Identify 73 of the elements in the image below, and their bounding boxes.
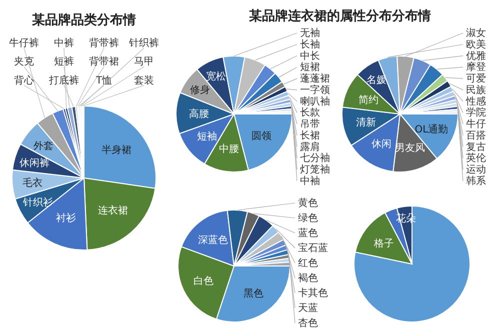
slice-label: 清新: [356, 116, 376, 128]
slice-label: 杏色: [298, 317, 318, 329]
slice-label: 摩登: [466, 61, 486, 74]
slice-label: 中长: [300, 50, 320, 62]
slice-label: 牛仔: [466, 118, 486, 130]
slice-label: 中裤: [54, 37, 74, 49]
slice-label: 短袖: [197, 130, 218, 143]
slice-label: 卡其色: [298, 287, 328, 299]
slice-label: 长裙: [300, 129, 320, 142]
slice-label: 蓝色: [298, 227, 318, 239]
slice-label: 红色: [298, 257, 318, 269]
slice-label: 喇叭袖: [300, 95, 330, 108]
slice-label: 褐色: [298, 272, 318, 284]
slice-label: 休闲: [372, 138, 392, 150]
slice-label: 复古: [466, 140, 486, 153]
slice-label: 高腰: [189, 108, 210, 120]
slice-label: 名媛: [366, 74, 386, 86]
slice-label: T恤: [94, 74, 112, 86]
slice-label: 简约: [358, 94, 378, 106]
slice-label: 外套: [34, 140, 54, 152]
slice-label: 黑色: [244, 288, 264, 300]
slice-label: 英伦: [466, 152, 486, 164]
slice-label: 格子: [373, 238, 394, 250]
slice-label: 休闲裤: [20, 157, 50, 170]
slice-label: 白色: [194, 275, 214, 288]
slice-label: 圆领: [251, 130, 272, 142]
slice-label: 衬衫: [56, 212, 76, 224]
slice-label: 中腰: [219, 142, 240, 155]
slice-label: 背带裤: [89, 37, 119, 49]
slice-label: 百搭: [466, 129, 486, 142]
slice-label: 短裙: [300, 61, 320, 74]
slice-label: 套装: [134, 74, 154, 86]
chart-title: 某品牌品类分布情: [31, 12, 136, 28]
slice-label: 深蓝色: [198, 234, 228, 246]
slice-label: 优雅: [466, 50, 486, 62]
slice-label: 露肩: [300, 140, 320, 153]
slice-label: 天蓝: [298, 302, 318, 314]
slice-label: 欧美: [466, 38, 486, 50]
slice-label: 宽松: [206, 70, 226, 83]
slice-label: 黄色: [298, 197, 318, 209]
slice-label: 背带裙: [89, 56, 119, 68]
slice-label: 中袖: [300, 175, 320, 187]
slice-label: 淑女: [466, 27, 486, 39]
slice-label: 七分袖: [300, 152, 330, 164]
slice-label: 长袖: [300, 38, 320, 50]
slice-label: 无袖: [300, 27, 320, 39]
slice-label: 吊带: [300, 118, 320, 130]
slice-label: 民族: [466, 84, 486, 96]
slice-label: 牛仔裤: [9, 37, 39, 49]
slice-label: 连衣裙: [98, 204, 128, 217]
slice-label: 灯笼袖: [300, 164, 330, 176]
slice-label: 宝石蓝: [298, 242, 328, 254]
slice-label: 半身裙: [102, 144, 132, 156]
slice-label: 男友风: [394, 142, 425, 154]
slice-label: 马甲: [134, 56, 154, 68]
slice-label: 针织裤: [128, 37, 159, 49]
chart-title: 某品牌连衣裙的属性分布分布情: [248, 8, 431, 24]
slice-label: 可爱: [466, 72, 486, 85]
slice-label: 打底裤: [48, 74, 79, 86]
slice-label: 背心: [14, 74, 34, 86]
slice-label: 长款: [300, 106, 320, 119]
slice-label: 短裤: [54, 56, 74, 68]
slice-label: 韩系: [466, 175, 486, 187]
slice-label: 运动: [466, 164, 486, 176]
slice-label: 修身: [190, 84, 210, 96]
slice-label: 性感: [465, 95, 486, 108]
slice-label: 学院: [466, 106, 486, 119]
slice-label: 夹克: [14, 56, 34, 68]
slice-label: OL通勤: [414, 123, 448, 136]
slice-label: 蓬蓬裙: [300, 72, 330, 85]
slice-label: 绿色: [298, 212, 318, 224]
slice-label: 一字领: [300, 84, 330, 96]
slice-label: 毛衣: [22, 177, 42, 190]
